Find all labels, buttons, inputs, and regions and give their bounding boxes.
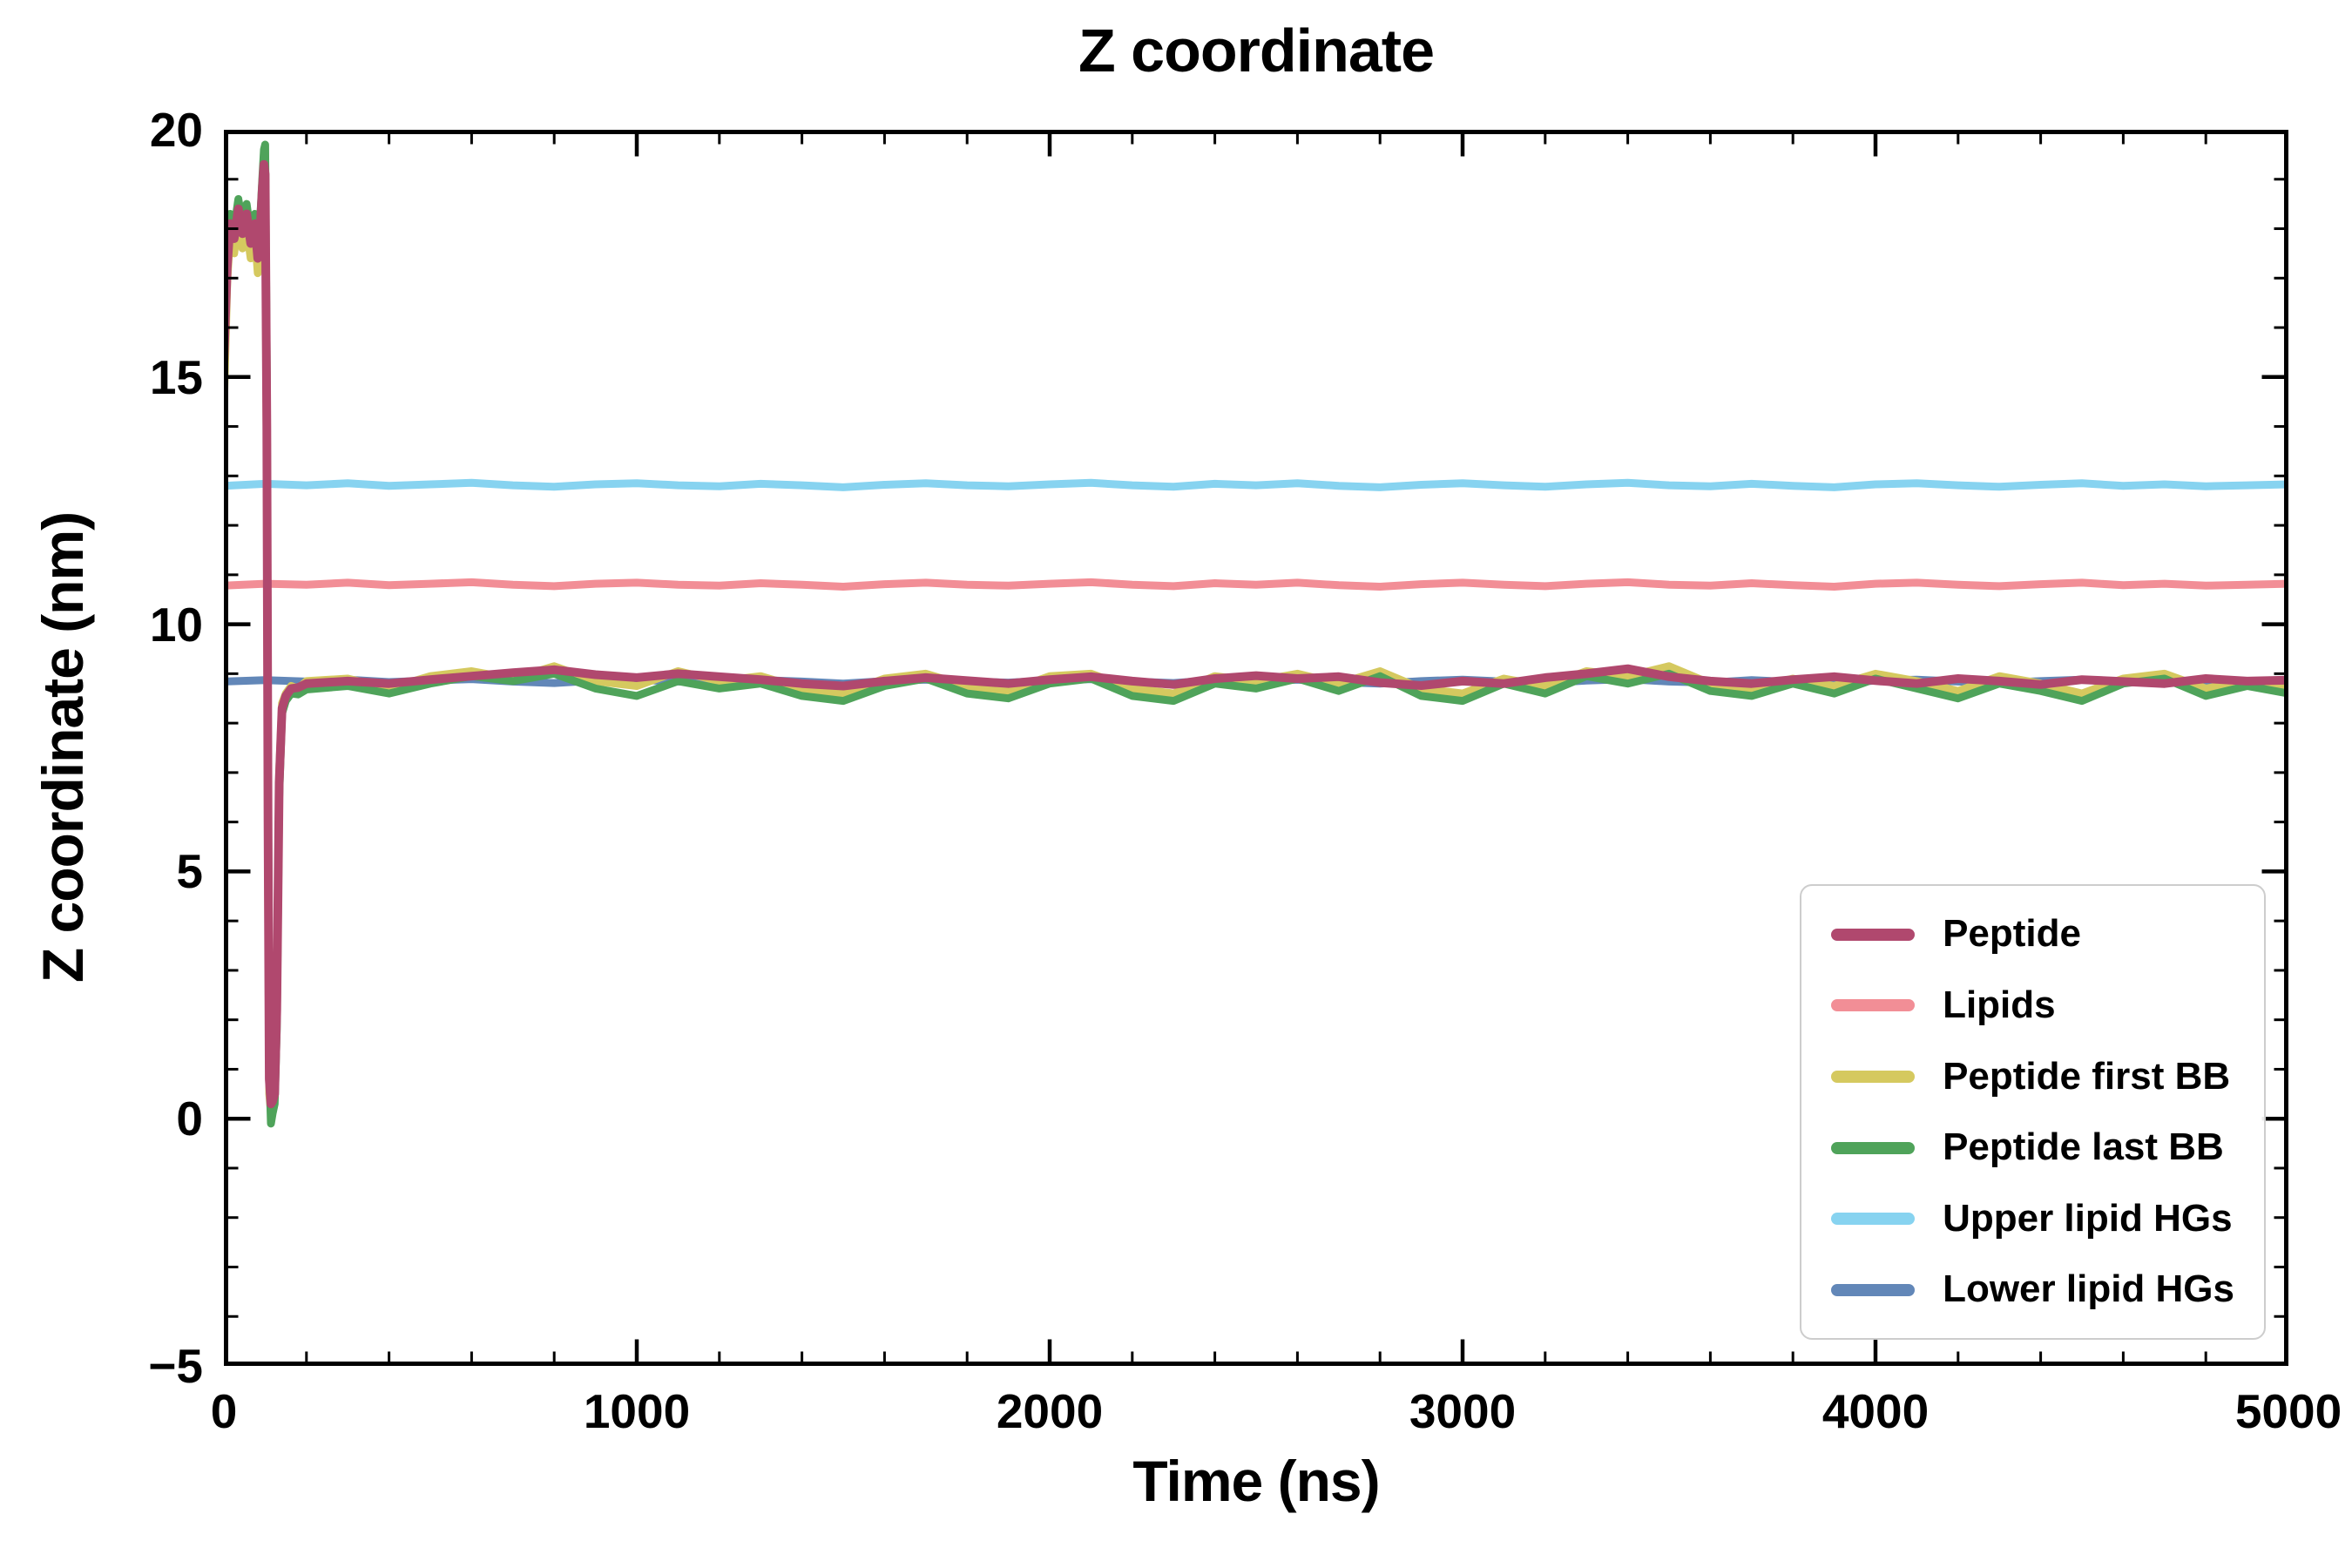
plot-canvas	[224, 130, 2288, 1366]
legend: Peptide Lipids Peptide first BB Peptide las…	[1800, 884, 2266, 1340]
x-tick-label: 5000	[2234, 1384, 2342, 1438]
legend-label: Lipids	[1943, 983, 2056, 1027]
x-tick-label: 4000	[1821, 1384, 1930, 1438]
legend-label: Peptide last BB	[1943, 1125, 2224, 1169]
legend-item: Lipids	[1831, 983, 2234, 1028]
x-tick-label: 3000	[1409, 1384, 1517, 1438]
legend-item: Peptide	[1831, 912, 2234, 956]
legend-label: Peptide	[1943, 912, 2081, 956]
legend-swatch	[1831, 999, 1916, 1012]
y-tick-label: 5	[176, 844, 203, 899]
legend-item: Lower lipid HGs	[1831, 1267, 2234, 1312]
x-tick-label: 0	[210, 1384, 238, 1438]
x-tick-label: 2000	[996, 1384, 1104, 1438]
series-line-peptide	[224, 159, 2288, 1109]
y-tick-label: 15	[149, 349, 203, 404]
y-tick-label: 10	[149, 597, 203, 652]
chart-title: Z coordinate	[1078, 17, 1435, 84]
legend-swatch	[1831, 928, 1916, 941]
legend-swatch	[1831, 1141, 1916, 1154]
legend-swatch	[1831, 1213, 1916, 1226]
x-tick-label: 1000	[583, 1384, 691, 1438]
legend-label: Lower lipid HGs	[1943, 1267, 2234, 1311]
legend-label: Peptide first BB	[1943, 1054, 2231, 1098]
y-tick-label: 0	[176, 1092, 203, 1146]
legend-label: Upper lipid HGs	[1943, 1196, 2233, 1240]
y-axis-label: Z coordinate (nm)	[30, 511, 95, 983]
series-line-lipids	[224, 578, 2288, 591]
y-tick-label: −5	[148, 1339, 203, 1393]
x-axis-label: Time (ns)	[1132, 1449, 1380, 1513]
plot-area: Peptide Lipids Peptide first BB Peptide las…	[224, 130, 2288, 1366]
y-tick-label: 20	[149, 103, 203, 157]
legend-swatch	[1831, 1283, 1916, 1296]
legend-item: Peptide first BB	[1831, 1055, 2234, 1099]
legend-swatch	[1831, 1070, 1916, 1083]
legend-item: Upper lipid HGs	[1831, 1197, 2234, 1241]
series-line-upper-lipid-hgs	[224, 478, 2288, 491]
plot-frame	[224, 130, 2288, 1366]
legend-item: Peptide last BB	[1831, 1125, 2234, 1170]
